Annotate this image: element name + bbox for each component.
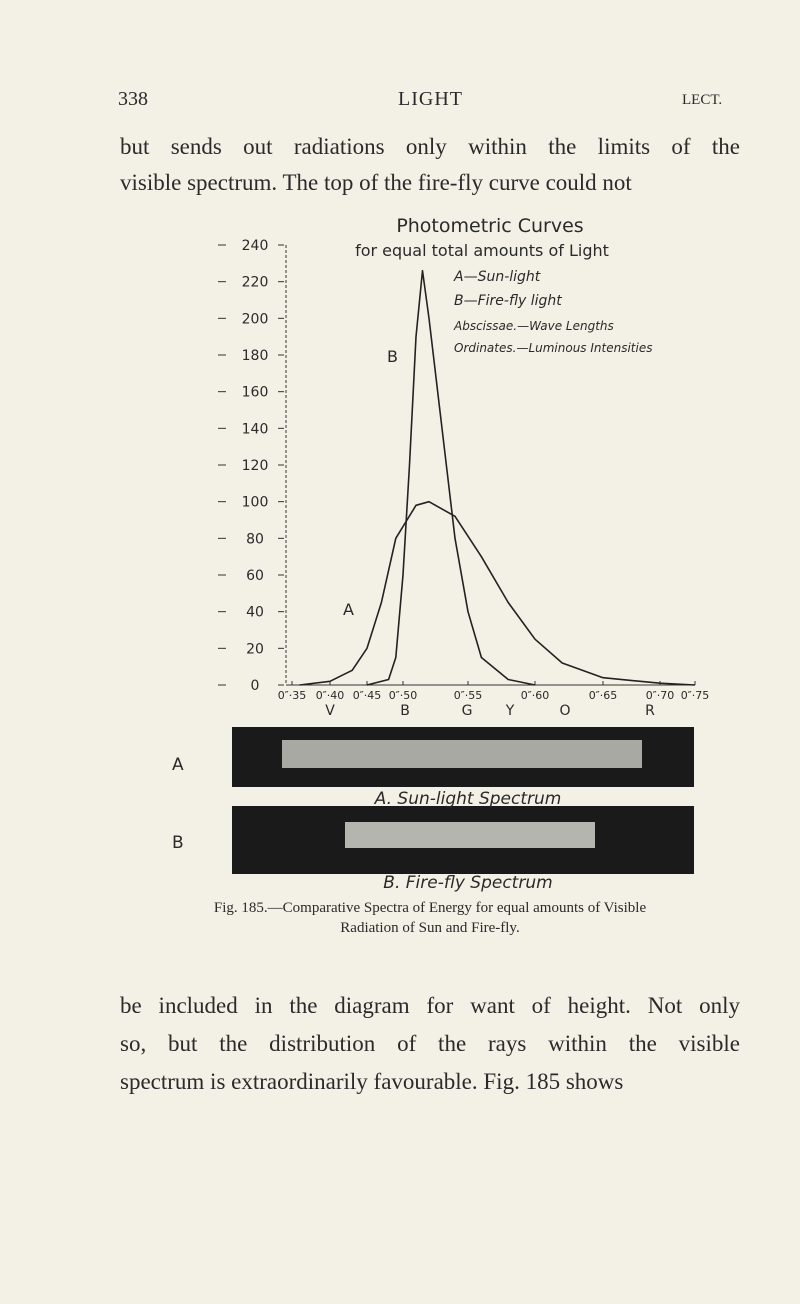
y-tick-label: 200 [242, 311, 269, 327]
y-tick-label: 0 [251, 678, 260, 694]
text-line: so, but the distribution of the rays wit… [120, 1031, 740, 1056]
spectrum-letter: R [645, 703, 655, 719]
strip-label: B [172, 833, 184, 853]
y-tick-label: 240 [242, 238, 269, 254]
x-tick-label: 0″·55 [454, 689, 483, 702]
page-number: 338 [118, 88, 148, 110]
y-tick-label: 20 [246, 641, 264, 657]
curve [299, 500, 696, 686]
spectrum-letter: B [400, 703, 410, 719]
y-tick-label: 140 [242, 421, 269, 437]
caption: Fig. 185.—Comparative Spectra of Energy … [213, 900, 647, 916]
curve [366, 269, 536, 686]
chart-subtitle: for equal total amounts of Light [355, 241, 609, 260]
caption: Radiation of Sun and Fire-fly. [340, 920, 520, 936]
curve-label: A [343, 600, 354, 619]
spectrum-letter: V [325, 703, 335, 719]
text-line: but sends out radiations only within the… [120, 134, 740, 159]
strip-label: A [172, 755, 184, 775]
strip-caption: A. Sun-light Spectrum [374, 789, 562, 809]
spectrum-band [282, 740, 642, 768]
running-title: LIGHT [398, 88, 463, 110]
text-line: be included in the diagram for want of h… [120, 993, 740, 1018]
spectrum-letter: G [462, 703, 473, 719]
spectrum-letter: O [559, 703, 570, 719]
x-tick-label: 0″·50 [389, 689, 418, 702]
figure: Photometric Curves for equal total amoun… [172, 215, 710, 893]
text-line: spectrum is extraordinarily favourable. … [120, 1069, 624, 1094]
y-tick-label: 80 [246, 531, 264, 547]
y-tick-label: 100 [242, 495, 269, 511]
x-tick-label: 0″·75 [681, 689, 710, 702]
y-tick-label: 120 [242, 458, 269, 474]
spectrum-band [345, 822, 595, 848]
chart-title: Photometric Curves [396, 215, 583, 237]
x-tick-label: 0″·45 [353, 689, 382, 702]
x-tick-label: 0″·70 [646, 689, 675, 702]
y-tick-label: 180 [242, 348, 269, 364]
y-tick-label: 160 [242, 385, 269, 401]
x-tick-label: 0″·65 [589, 689, 618, 702]
curve-label: B [387, 347, 398, 366]
legend-text: Ordinates.—Luminous Intensities [454, 341, 652, 355]
y-tick-label: 60 [246, 568, 264, 584]
spectrum-letter: Y [505, 703, 515, 719]
x-tick-label: 0″·40 [316, 689, 345, 702]
legend-text: B—Fire-fly light [454, 293, 562, 309]
legend-text: A—Sun-light [453, 269, 541, 285]
y-tick-label: 40 [246, 605, 264, 621]
legend-text: Abscissae.—Wave Lengths [453, 319, 614, 333]
strip-caption: B. Fire-fly Spectrum [383, 873, 552, 893]
section: LECT. [682, 92, 723, 108]
x-tick-label: 0″·35 [278, 689, 307, 702]
x-tick-label: 0″·60 [521, 689, 550, 702]
text-line: visible spectrum. The top of the fire-fl… [120, 170, 632, 195]
y-tick-label: 220 [242, 275, 269, 291]
